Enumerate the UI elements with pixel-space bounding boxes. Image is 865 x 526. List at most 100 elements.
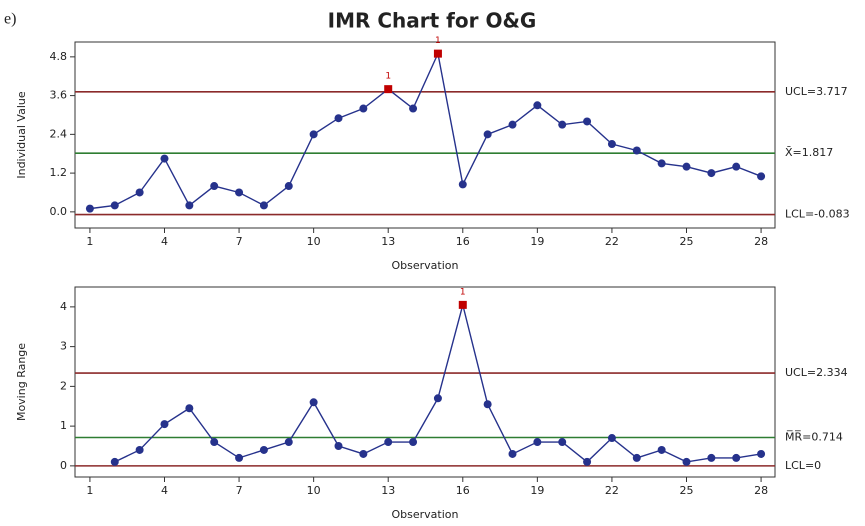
x-tick-label: 22 bbox=[605, 235, 619, 248]
marker bbox=[135, 188, 144, 197]
control-limit-label: LCL=0 bbox=[785, 459, 821, 472]
control-limit-label: UCL=2.334 bbox=[785, 366, 848, 379]
control-limit-label: LCL=-0.083 bbox=[785, 208, 850, 221]
marker bbox=[359, 104, 368, 113]
plot-frame bbox=[74, 286, 776, 478]
marker bbox=[607, 140, 616, 149]
x-tick-label: 25 bbox=[680, 235, 694, 248]
marker bbox=[757, 449, 766, 458]
marker bbox=[657, 159, 666, 168]
marker bbox=[110, 201, 119, 210]
marker bbox=[259, 201, 268, 210]
x-tick-label: 13 bbox=[381, 235, 395, 248]
marker bbox=[334, 441, 343, 450]
marker bbox=[409, 104, 418, 113]
control-limit-label: UCL=3.717 bbox=[785, 85, 848, 98]
x-tick-label: 19 bbox=[530, 235, 544, 248]
marker bbox=[458, 180, 467, 189]
marker bbox=[384, 438, 393, 447]
alert-marker bbox=[458, 300, 467, 309]
marker bbox=[334, 114, 343, 123]
x-tick-label: 4 bbox=[161, 484, 168, 497]
x-tick-label: 10 bbox=[307, 484, 321, 497]
x-tick-label: 7 bbox=[236, 235, 243, 248]
marker bbox=[284, 438, 293, 447]
panel-label: e) bbox=[4, 11, 16, 28]
marker bbox=[185, 201, 194, 210]
marker bbox=[508, 120, 517, 129]
x-tick-label: 22 bbox=[605, 484, 619, 497]
y-tick-label: 1.2 bbox=[50, 166, 68, 179]
x-tick-label: 28 bbox=[754, 235, 768, 248]
marker bbox=[707, 169, 716, 178]
marker bbox=[732, 453, 741, 462]
data-line bbox=[114, 304, 762, 463]
marker bbox=[85, 204, 94, 213]
y-axis-label: Individual Value bbox=[15, 91, 28, 179]
alert-label: 1 bbox=[460, 287, 466, 297]
marker bbox=[732, 162, 741, 171]
marker bbox=[682, 457, 691, 466]
y-tick-label: 0.0 bbox=[50, 205, 68, 218]
y-tick-label: 3.6 bbox=[50, 89, 68, 102]
marker bbox=[135, 445, 144, 454]
marker bbox=[160, 154, 169, 163]
marker bbox=[583, 457, 592, 466]
y-axis-label: Moving Range bbox=[15, 343, 28, 421]
marker bbox=[757, 172, 766, 181]
alert-marker bbox=[384, 85, 393, 94]
marker bbox=[309, 130, 318, 139]
marker bbox=[235, 188, 244, 197]
x-tick-label: 19 bbox=[530, 484, 544, 497]
marker bbox=[483, 400, 492, 409]
control-limit-label: M̅R̅=0.714 bbox=[785, 430, 843, 443]
x-tick-label: 1 bbox=[86, 484, 93, 497]
x-tick-label: 10 bbox=[307, 235, 321, 248]
marker bbox=[607, 434, 616, 443]
y-tick-label: 4 bbox=[60, 300, 67, 313]
y-tick-label: 2 bbox=[60, 379, 67, 392]
x-axis-label: Observation bbox=[392, 259, 459, 272]
marker bbox=[632, 146, 641, 155]
marker bbox=[533, 101, 542, 110]
marker bbox=[558, 438, 567, 447]
marker bbox=[632, 453, 641, 462]
marker bbox=[657, 445, 666, 454]
y-tick-label: 0 bbox=[60, 459, 67, 472]
x-tick-label: 16 bbox=[456, 235, 470, 248]
marker bbox=[284, 182, 293, 191]
x-tick-label: 13 bbox=[381, 484, 395, 497]
y-tick-label: 3 bbox=[60, 340, 67, 353]
y-tick-label: 1 bbox=[60, 419, 67, 432]
y-tick-label: 2.4 bbox=[50, 127, 68, 140]
marker bbox=[558, 120, 567, 129]
marker bbox=[707, 453, 716, 462]
control-limit-label: X̄=1.817 bbox=[785, 146, 833, 159]
marker bbox=[682, 162, 691, 171]
data-line bbox=[89, 51, 762, 210]
x-tick-label: 16 bbox=[456, 484, 470, 497]
x-axis-label: Observation bbox=[392, 508, 459, 521]
x-tick-label: 4 bbox=[161, 235, 168, 248]
marker bbox=[583, 117, 592, 126]
marker bbox=[433, 394, 442, 403]
marker bbox=[185, 404, 194, 413]
marker bbox=[483, 130, 492, 139]
x-tick-label: 1 bbox=[86, 235, 93, 248]
alert-label: 1 bbox=[435, 36, 441, 46]
y-tick-label: 4.8 bbox=[50, 50, 68, 63]
marker bbox=[359, 449, 368, 458]
marker bbox=[235, 453, 244, 462]
marker bbox=[210, 438, 219, 447]
alert-label: 1 bbox=[385, 72, 391, 82]
x-tick-label: 25 bbox=[680, 484, 694, 497]
marker bbox=[309, 398, 318, 407]
alert-marker bbox=[433, 49, 442, 58]
marker bbox=[409, 438, 418, 447]
marker bbox=[533, 438, 542, 447]
marker bbox=[160, 420, 169, 429]
marker bbox=[210, 182, 219, 191]
marker bbox=[110, 457, 119, 466]
